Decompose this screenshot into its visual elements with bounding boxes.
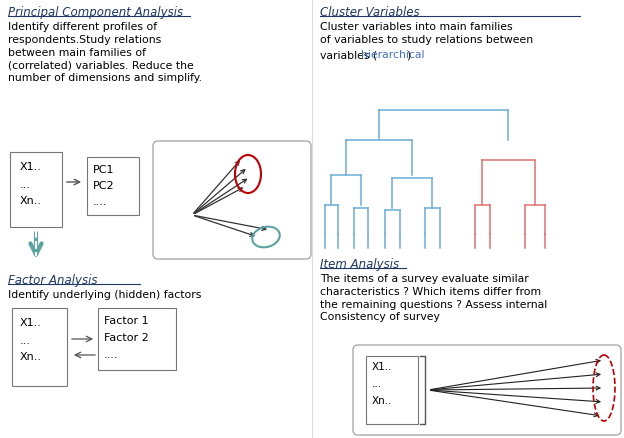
Text: ): ) [406, 50, 411, 60]
Bar [98, 308, 176, 370]
Text: Factor Analysis: Factor Analysis [8, 274, 97, 287]
Text: Item Analysis: Item Analysis [320, 258, 399, 271]
Text: Factor 1: Factor 1 [104, 316, 149, 326]
Text: Xn..: Xn.. [20, 196, 42, 206]
Text: X1..: X1.. [20, 162, 42, 172]
Text: Cluster Variables: Cluster Variables [320, 6, 419, 19]
Text: Xn..: Xn.. [20, 352, 42, 362]
Text: Xn..: Xn.. [372, 396, 392, 406]
Text: X1..: X1.. [372, 362, 392, 372]
Text: Cluster variables into main families
of variables to study relations between: Cluster variables into main families of … [320, 22, 533, 45]
Text: Factor 2: Factor 2 [104, 333, 149, 343]
Text: Principal Component Analysis: Principal Component Analysis [8, 6, 183, 19]
Text: hierarchical: hierarchical [361, 50, 425, 60]
Text: ...: ... [20, 336, 31, 346]
Text: ...: ... [20, 180, 31, 190]
Text: PC2: PC2 [93, 181, 115, 191]
Text: PC1: PC1 [93, 165, 114, 175]
Text: ....: .... [93, 197, 107, 207]
FancyBboxPatch shape [153, 141, 311, 259]
Text: ....: .... [104, 350, 119, 360]
Text: X1..: X1.. [20, 318, 42, 328]
Text: Identify different profiles of
respondents.Study relations
between main families: Identify different profiles of responden… [8, 22, 202, 83]
Text: ...: ... [372, 379, 382, 389]
Bar [12, 308, 67, 386]
Text: variables (: variables ( [320, 50, 377, 60]
Bar [87, 157, 139, 215]
Text: Identify underlying (hidden) factors: Identify underlying (hidden) factors [8, 290, 202, 300]
Bar [10, 152, 62, 227]
Text: The items of a survey evaluate similar
characteristics ? Which items differ from: The items of a survey evaluate similar c… [320, 274, 547, 322]
Bar [366, 356, 418, 424]
FancyBboxPatch shape [353, 345, 621, 435]
